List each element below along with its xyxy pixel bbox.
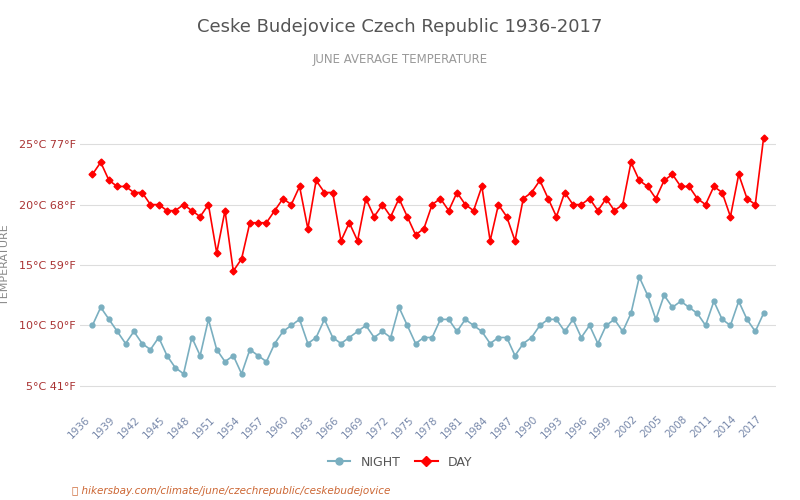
Text: Ceske Budejovice Czech Republic 1936-2017: Ceske Budejovice Czech Republic 1936-201… — [198, 18, 602, 36]
Text: JUNE AVERAGE TEMPERATURE: JUNE AVERAGE TEMPERATURE — [313, 52, 487, 66]
Y-axis label: TEMPERATURE: TEMPERATURE — [1, 224, 10, 306]
Text: 📍 hikersbay.com/climate/june/czechrepublic/ceskebudejovice: 📍 hikersbay.com/climate/june/czechrepubl… — [72, 486, 390, 496]
Legend: NIGHT, DAY: NIGHT, DAY — [323, 451, 477, 474]
